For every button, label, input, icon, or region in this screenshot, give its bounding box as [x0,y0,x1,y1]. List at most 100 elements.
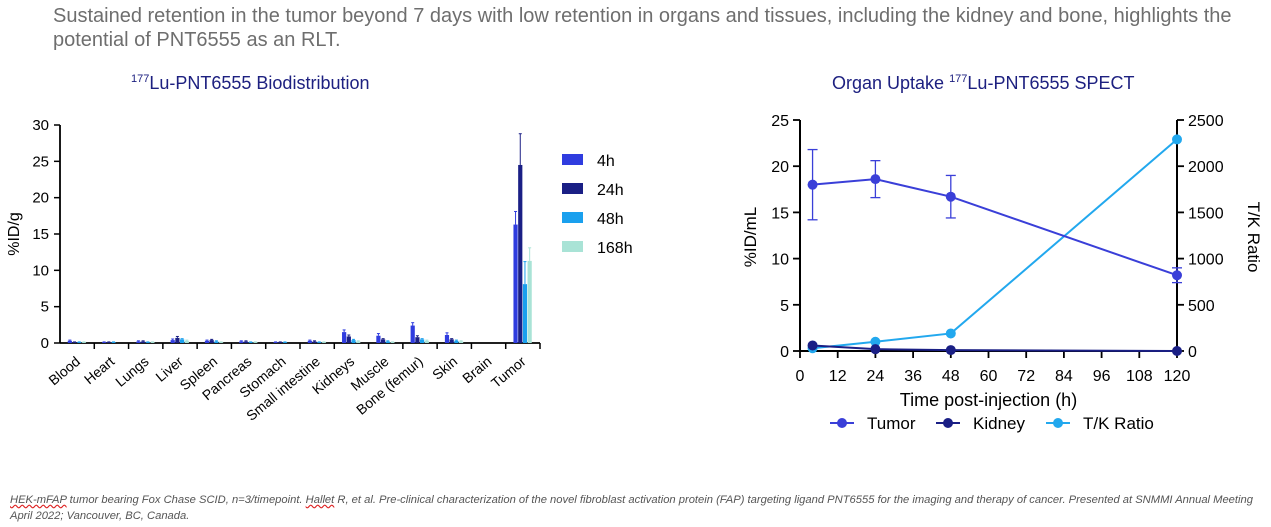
footnote-text: tumor bearing Fox Chase SCID, n=3/timepo… [66,494,306,506]
data-point-t-k-ratio [945,328,956,339]
bar-168h-skin [458,341,464,343]
y-axis-label: %ID/g [6,212,23,256]
right-y-axis-label: T/K Ratio [1244,202,1263,273]
legend-label: 168h [597,240,633,257]
legend-swatch-48h [562,212,583,223]
legend-label: 48h [597,211,624,228]
title-text: Lu-PNT6555 Biodistribution [149,73,370,93]
bar-4h-bone-femur- [410,325,415,343]
bar-168h-kidneys [356,341,361,343]
data-point-kidney [870,344,881,355]
y-tick-label: 20 [32,190,49,207]
left-y-axis-label: %ID/mL [741,207,760,267]
bar-48h-kidneys [351,340,356,343]
bar-48h-pancreas [248,342,253,343]
legend-swatch-4h [562,154,583,165]
bar-48h-small-intestine [317,342,322,343]
title-isotope-superscript: 177 [949,73,968,85]
data-point-tumor [807,179,818,190]
left-y-tick-label: 20 [771,159,789,176]
category-label: Tumor [488,353,529,391]
bar-168h-small-intestine [321,342,327,343]
data-point-t-k-ratio [1172,134,1182,145]
right-y-tick-label: 0 [1188,344,1197,361]
y-tick-label: 15 [32,226,49,243]
footnote-citation: R, et al. Pre-clinical characterization … [10,494,1253,522]
bar-48h-skin [454,340,459,343]
bar-24h-pancreas [243,341,249,343]
x-tick-label: 60 [980,368,998,385]
left-y-tick-label: 5 [780,298,789,315]
bar-24h-stomach [278,342,283,343]
y-tick-label: 0 [41,335,49,352]
bar-48h-tumor [522,284,528,343]
x-tick-label: 12 [829,368,847,385]
x-tick-label: 108 [1126,368,1153,385]
data-point-tumor [1172,270,1182,281]
title-text-b: Lu-PNT6555 SPECT [967,73,1135,93]
category-label: Skin [429,353,460,383]
bar-4h-heart [102,342,107,343]
data-point-kidney [1172,346,1182,356]
legend-swatch-24h [562,183,583,194]
bar-24h-skin [449,339,454,343]
bar-48h-muscle [385,341,390,343]
series-line-kidney [812,344,1178,352]
bar-24h-kidneys [346,336,351,343]
legend-swatch-168h [562,241,583,252]
footnote-author: Hallet [305,494,335,506]
bar-168h-pancreas [253,342,258,343]
right-y-tick-label: 500 [1188,298,1215,315]
bar-168h-bone-femur- [424,340,429,343]
bar-24h-spleen [209,340,214,343]
data-point-t-k-ratio [870,336,881,347]
bar-4h-skin [444,335,450,343]
legend-label: Tumor [867,414,916,433]
x-axis-label: Time post-injection (h) [900,390,1077,410]
x-tick-label: 72 [1017,368,1035,385]
bar-168h-muscle [390,342,395,343]
y-tick-label: 10 [32,262,49,279]
legend-marker [943,418,953,428]
category-label: Heart [81,353,118,387]
bar-48h-blood [77,342,82,343]
right-y-tick-label: 2000 [1188,159,1224,176]
category-label: Blood [45,353,83,388]
x-tick-label: 96 [1093,368,1111,385]
y-tick-label: 5 [41,299,49,316]
bar-48h-stomach [282,342,288,343]
right-y-tick-label: 1000 [1188,252,1224,269]
legend-marker [1053,418,1063,428]
bar-4h-muscle [376,335,381,343]
bar-48h-heart [111,342,116,343]
bar-168h-tumor [527,260,532,343]
legend-label: Kidney [973,414,1025,433]
spect-chart-title: Organ Uptake 177Lu-PNT6555 SPECT [832,73,1135,94]
footnote: HEK-mFAP tumor bearing Fox Chase SCID, n… [10,492,1265,524]
bar-24h-small-intestine [312,341,317,343]
legend-label: 24h [597,182,624,199]
bar-48h-lungs [145,342,150,343]
category-label: Lungs [112,353,152,390]
bar-24h-lungs [141,341,146,343]
series-line-t-k-ratio [812,138,1178,350]
footnote-model: HEK-mFAP [10,494,67,506]
bar-4h-small-intestine [307,340,312,343]
left-y-tick-label: 0 [780,344,789,361]
bar-48h-spleen [214,341,219,343]
x-tick-label: 36 [904,368,922,385]
bar-48h-bone-femur- [420,339,425,343]
bar-24h-heart [106,342,111,343]
left-y-tick-label: 10 [771,252,789,269]
bar-168h-blood [81,342,87,343]
bar-168h-liver [184,340,189,343]
data-point-kidney [945,345,956,356]
right-y-tick-label: 1500 [1188,205,1224,222]
right-y-tick-label: 2500 [1188,113,1224,130]
legend-label: 4h [597,153,615,170]
biodistribution-chart-title: 177Lu-PNT6555 Biodistribution [131,73,369,94]
x-tick-label: 120 [1164,368,1191,385]
bar-4h-spleen [204,340,210,343]
headline: Sustained retention in the tumor beyond … [53,5,1232,51]
